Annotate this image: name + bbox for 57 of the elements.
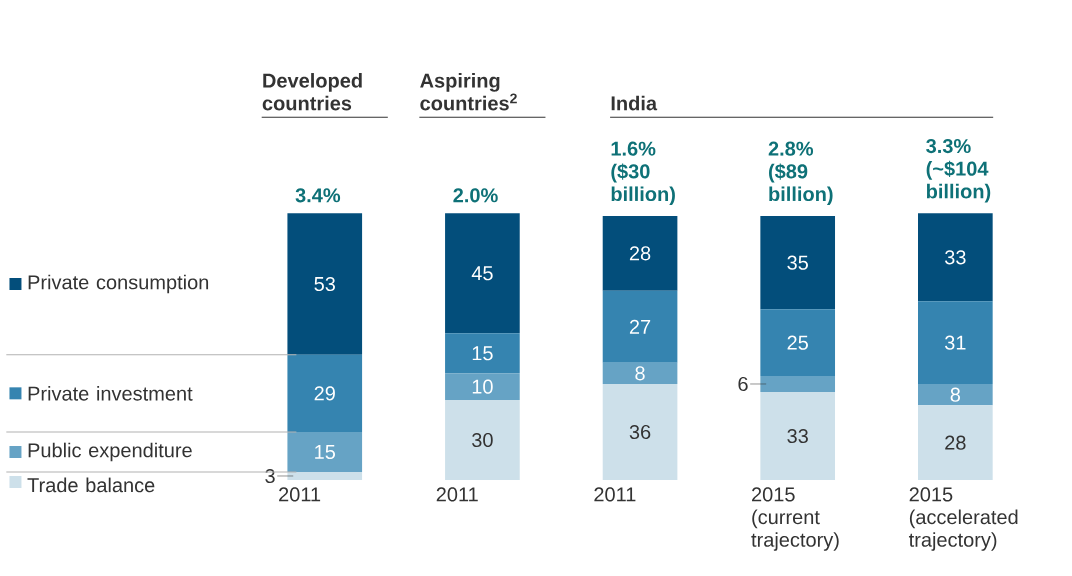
- data-label: 10: [472, 379, 493, 394]
- text: 3.4%: [295, 188, 341, 203]
- data-label: 15: [472, 346, 493, 361]
- x-tick-label: 2011: [594, 487, 636, 502]
- bar: [918, 405, 993, 480]
- text: Aspiring countries$^{2}$: [420, 73, 517, 111]
- data-label: 6: [738, 376, 748, 392]
- bar: [760, 392, 836, 480]
- data-label: 33: [944, 250, 966, 265]
- bar: [287, 472, 363, 480]
- data-label: 53: [314, 276, 335, 292]
- bar: [602, 290, 678, 363]
- bar: [445, 333, 520, 374]
- data-label: 45: [471, 266, 493, 281]
- data-label: 35: [787, 255, 808, 270]
- data-label: 30: [472, 432, 493, 448]
- text: 2.0%: [453, 188, 498, 203]
- data-label: 28: [629, 246, 651, 261]
- legend-label: Trade balance: [27, 477, 155, 493]
- data-label: 28: [945, 435, 966, 450]
- bar: [287, 213, 363, 355]
- bar: [760, 376, 836, 392]
- bar: [602, 216, 678, 291]
- x-tick-label: 2011: [436, 487, 478, 502]
- legend-label: Private investment: [28, 385, 193, 401]
- text: Developed countries: [262, 73, 362, 111]
- bar: [918, 213, 993, 302]
- legend-label: Public expenditure: [28, 442, 192, 462]
- legend-label: Private consumption: [28, 274, 209, 294]
- x-tick-label: 2015 (accelerated trajectory): [908, 487, 1018, 551]
- bar: [287, 432, 363, 472]
- text: India: [611, 95, 658, 111]
- bar: [287, 354, 363, 432]
- bar: [445, 373, 520, 400]
- data-label: 31: [944, 335, 966, 350]
- text: 2.8% ($89 billion): [768, 141, 833, 206]
- bar: [602, 384, 678, 480]
- data-label: 25: [787, 335, 808, 350]
- data-label: 15: [315, 445, 336, 459]
- data-label: 27: [629, 319, 651, 334]
- data-label: 8: [950, 387, 961, 402]
- bar: [445, 213, 520, 334]
- text: 3.3% (~$104 billion): [926, 138, 991, 203]
- bar: [760, 216, 836, 310]
- bar: [445, 400, 520, 480]
- x-tick-label: 2015 (current trajectory): [751, 487, 839, 551]
- data-label: 3: [265, 468, 275, 484]
- data-label: 36: [629, 424, 651, 440]
- bar: [918, 384, 993, 406]
- data-label: 29: [314, 386, 335, 401]
- data-label: 8: [635, 366, 645, 381]
- bar: [760, 309, 836, 376]
- text: 1.6% ($30 billion): [611, 141, 675, 206]
- data-label: 33: [787, 428, 808, 444]
- x-tick-label: 2011: [279, 487, 321, 502]
- bar: [918, 301, 993, 384]
- bar: [602, 362, 678, 384]
